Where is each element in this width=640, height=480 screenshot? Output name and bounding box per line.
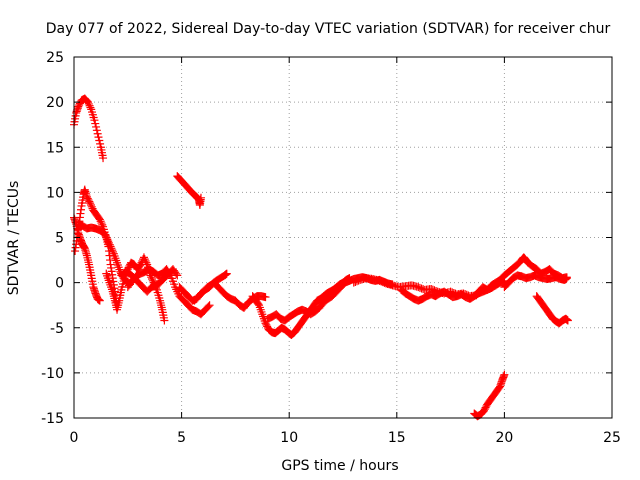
data-point (108, 246, 117, 255)
chart-title: Day 077 of 2022, Sidereal Day-to-day VTE… (46, 21, 611, 37)
data-series-group (70, 94, 572, 421)
series-arc-mid (173, 172, 205, 210)
data-point (84, 99, 93, 108)
data-point (93, 129, 102, 138)
data-point (97, 219, 106, 228)
data-point (104, 238, 113, 247)
data-point (83, 98, 92, 107)
series-arc-high (70, 94, 108, 163)
data-point (142, 258, 151, 267)
data-point (95, 136, 104, 145)
x-axis-label: GPS time / hours (281, 458, 398, 474)
data-point (86, 201, 95, 210)
series-arc-15 (532, 292, 572, 328)
x-tick-label: 15 (388, 430, 406, 446)
data-point (261, 293, 270, 302)
data-point (105, 240, 114, 249)
data-point (139, 253, 148, 262)
data-point (140, 255, 149, 264)
data-point (222, 269, 231, 278)
data-point (107, 244, 116, 253)
data-point (148, 275, 157, 284)
data-point (95, 215, 104, 224)
y-axis-label: SDTVAR / TECUs (6, 181, 22, 296)
data-point (103, 235, 112, 244)
x-tick-label: 5 (177, 430, 186, 446)
data-point (91, 119, 100, 128)
data-point (95, 296, 104, 305)
data-point (563, 316, 572, 325)
y-tick-label: 25 (46, 50, 64, 66)
data-point (86, 199, 95, 208)
data-point (254, 300, 263, 309)
series-arc-4 (102, 253, 169, 325)
x-tick-label: 25 (603, 430, 621, 446)
data-point (196, 193, 205, 202)
data-point (500, 370, 509, 379)
x-tick-label: 10 (280, 430, 298, 446)
grid-lines (74, 57, 612, 418)
y-tick-label: -10 (41, 366, 64, 382)
data-point (85, 197, 94, 206)
data-point (98, 220, 107, 229)
data-point (87, 202, 96, 211)
data-point (160, 316, 169, 325)
data-point (173, 271, 182, 280)
series-arc-8 (190, 269, 231, 305)
y-tick-label: 10 (46, 185, 64, 201)
data-point (109, 247, 118, 256)
data-point (104, 237, 113, 246)
y-tick-label: 15 (46, 140, 64, 156)
data-point (92, 122, 101, 131)
data-point (102, 233, 111, 242)
y-tick-label: 5 (55, 231, 64, 247)
data-point (204, 302, 213, 311)
series-arc-low (470, 370, 509, 421)
data-point (141, 256, 150, 265)
data-point (94, 133, 103, 142)
series-arc-6 (117, 265, 182, 296)
data-point (86, 103, 95, 112)
y-tick-label: 0 (55, 276, 64, 292)
y-tick-label: 20 (46, 95, 64, 111)
y-tick-label: -15 (41, 411, 64, 427)
data-point (172, 269, 181, 278)
series-arc-3 (74, 219, 134, 289)
data-point (562, 274, 571, 283)
data-point (96, 139, 105, 148)
data-point (92, 126, 101, 135)
x-tick-label: 20 (495, 430, 513, 446)
axis-ticks: 0 5 10 15 20 25 -15 -10 -5 0 5 10 15 20 25 (41, 50, 621, 446)
series-arc-14 (500, 271, 571, 292)
data-point (205, 301, 214, 310)
data-point (96, 217, 105, 226)
data-point (85, 101, 94, 110)
x-tick-label: 0 (70, 430, 79, 446)
data-point (147, 273, 156, 282)
data-point (106, 242, 115, 251)
data-point (90, 116, 99, 125)
data-point (99, 154, 108, 163)
y-tick-label: -5 (50, 321, 64, 337)
